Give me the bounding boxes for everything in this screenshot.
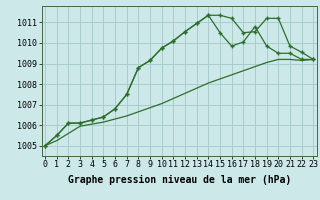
X-axis label: Graphe pression niveau de la mer (hPa): Graphe pression niveau de la mer (hPa) — [68, 175, 291, 185]
